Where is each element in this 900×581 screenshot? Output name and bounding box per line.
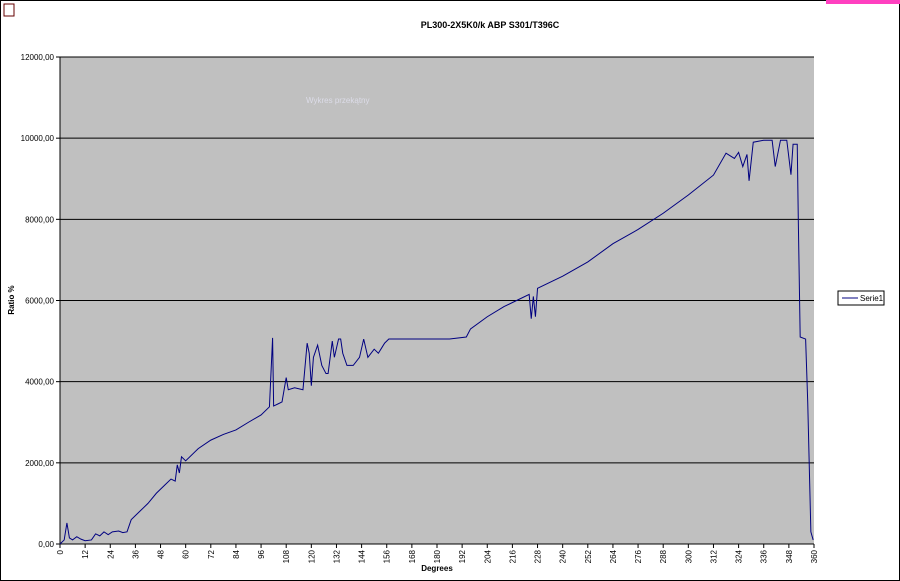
x-tick-label: 120 (307, 549, 316, 563)
x-tick-label: 288 (659, 549, 668, 563)
top-bar (826, 0, 900, 4)
annotation: Wykres przekątny (306, 96, 370, 105)
chart-title: PL300-2X5K0/k ABP S301/T396C (421, 20, 560, 30)
x-tick-label: 192 (458, 549, 467, 563)
x-tick-label: 0 (56, 549, 65, 554)
x-tick-label: 240 (559, 549, 568, 563)
x-tick-label: 300 (684, 549, 693, 563)
x-tick-label: 168 (408, 549, 417, 563)
x-tick-label: 144 (358, 549, 367, 563)
y-tick-label: 12000,00 (21, 53, 55, 62)
window-icon (3, 3, 15, 17)
x-tick-label: 324 (735, 549, 744, 563)
y-tick-label: 8000,00 (25, 215, 54, 224)
x-tick-label: 48 (157, 549, 166, 558)
x-tick-label: 216 (508, 549, 517, 563)
y-axis-label: Ratio % (7, 285, 16, 314)
x-axis-label: Degrees (421, 564, 453, 573)
x-tick-label: 12 (81, 549, 90, 558)
x-tick-label: 180 (433, 549, 442, 563)
x-tick-label: 108 (282, 549, 291, 563)
legend-label: Serie1 (860, 294, 884, 303)
x-tick-label: 156 (383, 549, 392, 563)
x-tick-label: 84 (232, 549, 241, 558)
y-tick-label: 10000,00 (21, 134, 55, 143)
x-tick-label: 204 (483, 549, 492, 563)
x-tick-label: 348 (785, 549, 794, 563)
x-tick-label: 312 (709, 549, 718, 563)
x-tick-label: 228 (534, 549, 543, 563)
legend-box (837, 290, 885, 306)
x-tick-label: 96 (257, 549, 266, 558)
y-tick-label: 2000,00 (25, 459, 54, 468)
x-tick-label: 132 (332, 549, 341, 563)
x-tick-label: 24 (106, 549, 115, 558)
x-tick-label: 60 (182, 549, 191, 558)
x-tick-label: 360 (810, 549, 819, 563)
y-tick-label: 4000,00 (25, 378, 54, 387)
data-line (59, 139, 814, 545)
y-tick-label: 6000,00 (25, 297, 54, 306)
x-tick-label: 252 (584, 549, 593, 563)
x-tick-label: 276 (634, 549, 643, 563)
x-tick-label: 72 (207, 549, 216, 558)
y-tick-label: 0,00 (38, 540, 54, 549)
x-tick-label: 264 (609, 549, 618, 563)
x-tick-label: 336 (760, 549, 769, 563)
x-tick-label: 36 (131, 549, 140, 558)
